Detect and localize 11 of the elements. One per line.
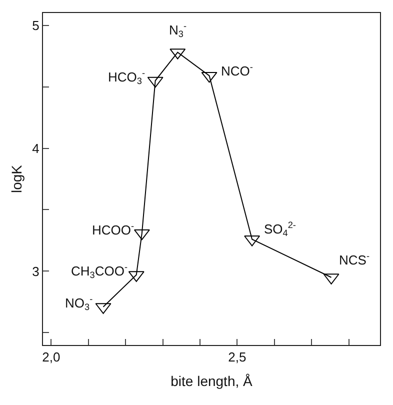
x-tick-label: 2,0 bbox=[42, 350, 60, 365]
annotation: NCO$^{-}$ bbox=[221, 62, 253, 78]
y-tick-label: 3 bbox=[32, 264, 40, 279]
annotation: CH$_{3}$COO$^{-}$ bbox=[71, 262, 128, 280]
y-axis-title: logK bbox=[8, 164, 25, 194]
y-tick-label: 5 bbox=[32, 18, 40, 33]
y-tick-label: 4 bbox=[32, 140, 40, 156]
annotation: NCS$^{-}$ bbox=[339, 251, 370, 268]
x-axis-title: bite length, Å bbox=[170, 373, 254, 389]
x-tick-label: 2,5 bbox=[228, 350, 246, 365]
annotation: HCOO$^{-}$ bbox=[92, 221, 134, 238]
